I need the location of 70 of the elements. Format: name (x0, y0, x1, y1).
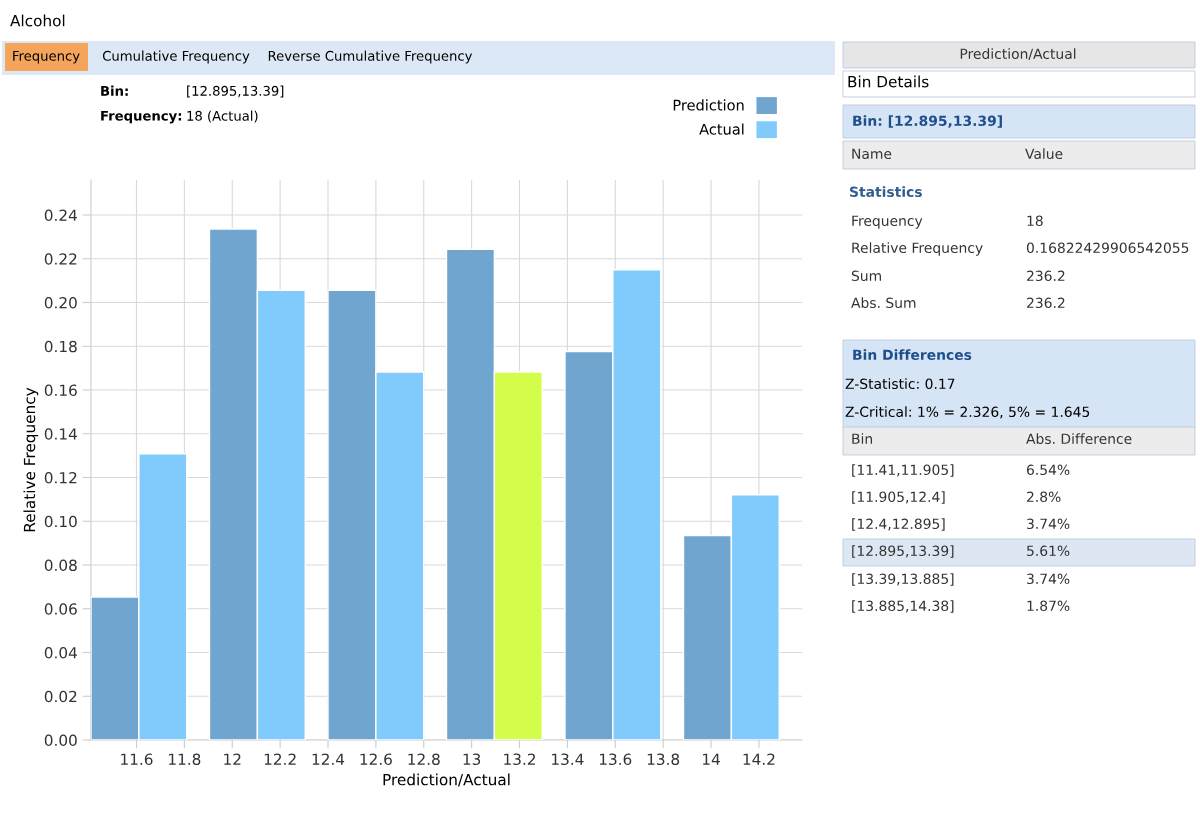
text: Abs. Sum (851, 297, 916, 309)
text: 3.74% (1027, 573, 1070, 585)
text: [13.885,14.38] (852, 600, 954, 613)
text: Cumulative Frequency (102, 50, 250, 64)
x-tick-label: 12 (224, 753, 241, 765)
text: 0.16822429906542055 (1026, 242, 1189, 254)
legend-label: Actual (699, 123, 744, 135)
text: 18 (1027, 215, 1043, 227)
y-tick-label: 0.14 (44, 428, 77, 440)
text: Relative Frequency (852, 242, 983, 256)
text: Frequency (13, 51, 80, 64)
text: 6.54% (1026, 464, 1070, 476)
y-tick-label: 0.06 (44, 603, 77, 615)
x-tick-label: 13 (463, 753, 481, 766)
x-tick-label: 14.2 (743, 753, 775, 765)
text: [12.895,13.39] (187, 85, 284, 98)
y-tick-label: 0.00 (44, 734, 77, 747)
text: Value (1025, 148, 1063, 160)
text: [11.41,11.905] (852, 464, 954, 477)
chart-title: Alcohol (10, 14, 65, 27)
y-tick-label: 0.04 (44, 646, 77, 659)
text: Sum (851, 270, 881, 282)
text: Frequency (852, 215, 923, 229)
text: Bin Differences (853, 349, 972, 361)
text: 236.2 (1027, 270, 1065, 282)
text: Bin: (101, 85, 128, 96)
y-tick-label: 0.16 (44, 384, 77, 397)
y-tick-label: 0.18 (44, 340, 77, 353)
x-tick-label: 13.4 (552, 753, 584, 766)
text: 1.87% (1027, 600, 1070, 612)
text: [13.39,13.885] (852, 573, 954, 586)
text: Abs. Difference (1026, 433, 1132, 445)
text: Name (852, 148, 892, 160)
y-axis-title: Relative Frequency (23, 387, 39, 532)
y-tick-label: 0.12 (44, 471, 77, 484)
y-tick-label: 0.22 (44, 253, 77, 265)
text: [12.4,12.895] (852, 518, 945, 531)
text: 18 (Actual) (187, 110, 258, 123)
text: 5.61% (1027, 545, 1070, 557)
legend-label: Prediction (673, 99, 744, 111)
x-tick-label: 13.2 (504, 753, 535, 766)
text: Bin Details (848, 75, 929, 88)
x-tick-label: 12.8 (408, 753, 440, 766)
x-tick-label: 12.4 (312, 753, 345, 765)
text: [11.905,12.4] (852, 491, 945, 504)
y-tick-label: 0.20 (44, 296, 77, 309)
text: Prediction/Actual (960, 48, 1076, 61)
x-tick-label: 13.8 (647, 753, 680, 766)
text: Bin: [12.895,13.39] (853, 115, 1002, 128)
x-axis-title: Prediction/Actual (383, 773, 510, 787)
text: [12.895,13.39] (852, 545, 954, 558)
text: Z-Statistic: 0.17 (845, 378, 955, 390)
y-tick-label: 0.10 (44, 515, 77, 528)
x-tick-label: 11.8 (169, 753, 201, 766)
text: Z-Critical: 1% = 2.326, 5% = 1.645 (845, 406, 1090, 419)
x-tick-label: 13.6 (599, 753, 632, 766)
y-tick-label: 0.08 (44, 559, 77, 572)
text: Frequency: (101, 110, 182, 124)
x-tick-label: 11.6 (121, 753, 153, 766)
x-tick-label: 12.6 (360, 753, 392, 766)
text: 2.8% (1027, 491, 1061, 503)
text: Statistics (850, 186, 922, 198)
x-tick-label: 12.2 (264, 753, 296, 765)
text: 3.74% (1027, 518, 1070, 530)
text: 236.2 (1027, 297, 1065, 309)
y-tick-label: 0.24 (44, 209, 77, 222)
x-tick-label: 14 (702, 753, 720, 765)
y-tick-label: 0.02 (44, 690, 77, 703)
text: Reverse Cumulative Frequency (268, 50, 473, 64)
text: Bin (852, 433, 873, 444)
